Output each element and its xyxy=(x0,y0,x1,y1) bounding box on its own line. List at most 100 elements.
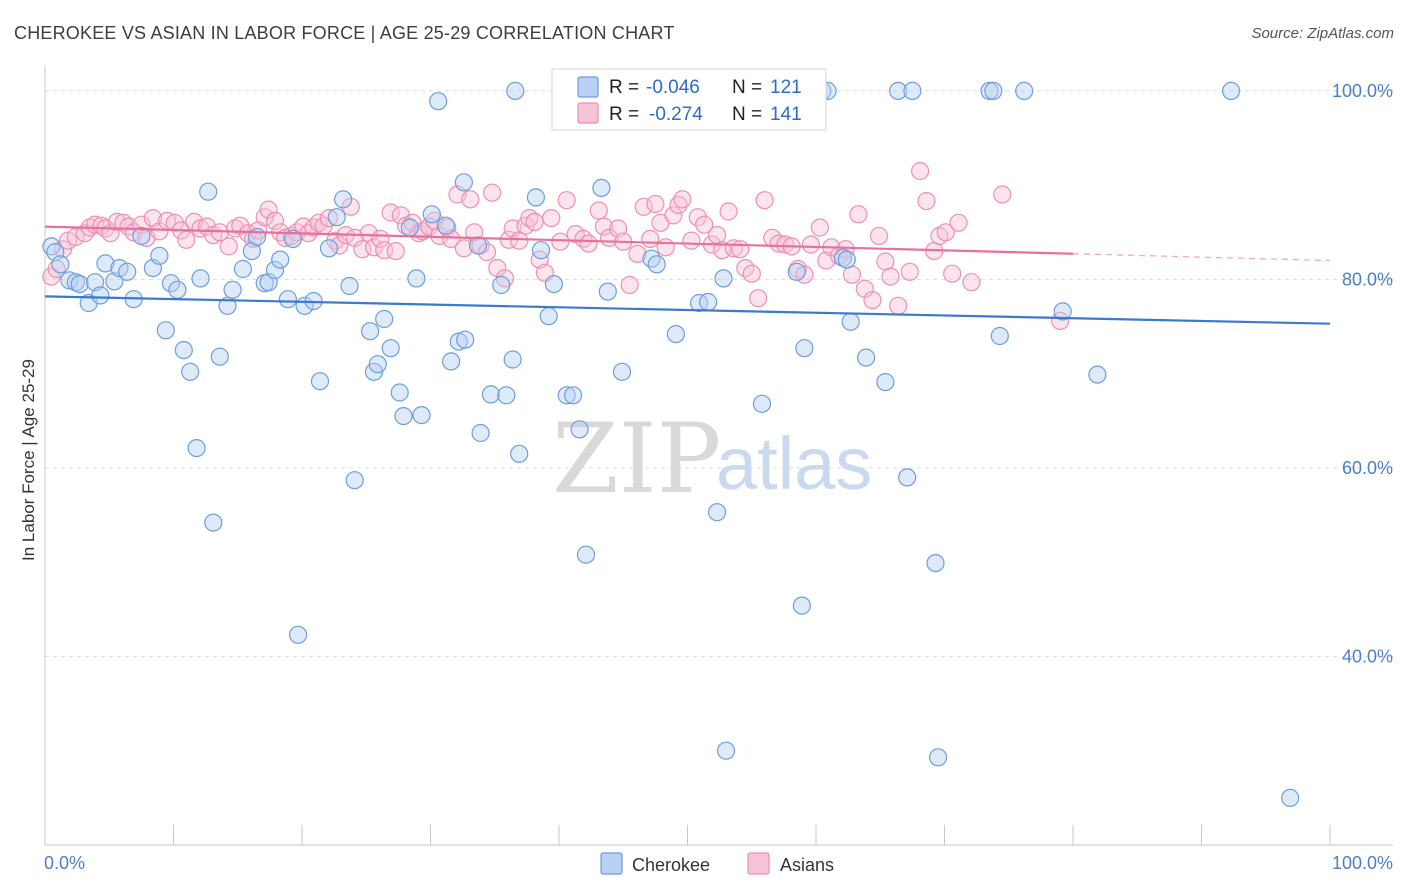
cherokee-point-106 xyxy=(876,373,895,392)
asians-point-22 xyxy=(177,230,196,249)
watermark-zip: ZIP xyxy=(552,403,721,515)
cherokee-point-74 xyxy=(539,307,558,326)
asians-point-92 xyxy=(589,201,608,220)
cherokee-point-46 xyxy=(345,471,364,490)
asians-point-135 xyxy=(863,291,882,310)
cherokee-point-25 xyxy=(204,513,223,532)
asians-point-111 xyxy=(707,226,727,245)
cherokee-point-61 xyxy=(449,332,468,351)
cherokee-point-41 xyxy=(310,372,330,391)
asians-point-146 xyxy=(943,264,962,283)
chart-title: CHEROKEE VS ASIAN IN LABOR FORCE | AGE 2… xyxy=(14,23,675,43)
x-tick-label-max: 100.0% xyxy=(1332,853,1393,873)
cherokee-point-69 xyxy=(503,350,522,369)
cherokee-point-17 xyxy=(156,321,175,340)
y-tick-label-40: 40.0% xyxy=(1342,646,1393,666)
asians-point-52 xyxy=(353,240,372,259)
cherokee-point-84 xyxy=(647,255,666,274)
asians-point-106 xyxy=(673,190,692,209)
cherokee-point-22 xyxy=(187,439,206,458)
cherokee-trend-line xyxy=(44,295,1331,325)
watermark-atlas: atlas xyxy=(716,422,872,505)
cherokee-point-79 xyxy=(576,545,596,564)
asians-point-76 xyxy=(488,259,507,278)
legend-swatch-cherokee xyxy=(577,76,599,98)
asians-point-58 xyxy=(386,242,405,261)
cherokee-point-45 xyxy=(340,276,359,296)
cherokee-point-80 xyxy=(592,178,611,197)
cherokee-point-89 xyxy=(714,269,733,288)
asians-trend-line xyxy=(44,225,1074,255)
cherokee-point-47 xyxy=(361,322,380,341)
cherokee-point-110 xyxy=(926,553,945,573)
cherokee-points xyxy=(42,81,1300,808)
asians-point-98 xyxy=(628,244,647,263)
cherokee-point-82 xyxy=(612,362,632,381)
cherokee-point-36 xyxy=(278,290,297,309)
asians-point-30 xyxy=(231,216,250,235)
cherokee-point-115 xyxy=(1015,81,1034,101)
legend-r-label-2: R = xyxy=(609,104,639,125)
cherokee-point-118 xyxy=(1221,81,1241,101)
cherokee-point-23 xyxy=(191,269,210,288)
cherokee-point-87 xyxy=(698,292,718,312)
cherokee-point-54 xyxy=(400,218,419,237)
asians-point-80 xyxy=(510,231,529,250)
asians-point-108 xyxy=(688,208,707,227)
x-tick-labels: 0.0% 100.0% xyxy=(44,853,1393,873)
cherokee-point-77 xyxy=(563,386,583,405)
asians-point-139 xyxy=(889,296,908,315)
asians-point-149 xyxy=(993,185,1012,204)
legend-r-value-1: -0.046 xyxy=(646,77,700,98)
asians-point-140 xyxy=(900,262,919,281)
asians-point-126 xyxy=(801,235,821,254)
asians-point-137 xyxy=(876,252,895,271)
y-tick-label-100: 100.0% xyxy=(1332,81,1393,101)
bottom-legend-label-cherokee: Cherokee xyxy=(632,855,710,875)
asians-point-91 xyxy=(579,234,598,253)
cherokee-point-60 xyxy=(442,352,461,371)
asians-point-104 xyxy=(664,206,683,225)
cherokee-point-88 xyxy=(707,503,727,522)
cherokee-point-28 xyxy=(223,280,242,299)
cherokee-point-26 xyxy=(210,347,229,366)
asians-point-20 xyxy=(165,213,184,232)
cherokee-point-72 xyxy=(526,188,546,207)
asians-point-118 xyxy=(749,289,768,308)
cherokee-point-90 xyxy=(716,741,736,760)
cherokee-point-68 xyxy=(497,386,516,405)
cherokee-point-111 xyxy=(928,748,948,767)
cherokee-point-62 xyxy=(456,330,475,349)
cherokee-point-108 xyxy=(898,468,917,487)
asians-point-138 xyxy=(881,267,900,286)
asians-point-142 xyxy=(917,192,936,211)
asians-trend-extension xyxy=(1072,253,1331,262)
cherokee-point-73 xyxy=(531,241,551,260)
cherokee-point-65 xyxy=(471,423,490,443)
legend-r-label-1: R = xyxy=(609,77,639,98)
cherokee-point-20 xyxy=(174,341,193,360)
asians-point-100 xyxy=(641,229,660,248)
y-tick-label-60: 60.0% xyxy=(1342,458,1393,478)
cherokee-point-5 xyxy=(70,275,89,294)
cherokee-point-51 xyxy=(381,339,400,358)
cherokee-point-53 xyxy=(394,407,413,426)
cherokee-point-3 xyxy=(60,271,79,290)
cherokee-point-63 xyxy=(454,173,473,192)
legend-swatch-asians xyxy=(577,102,599,124)
cherokee-point-113 xyxy=(984,81,1003,101)
asians-point-93 xyxy=(594,217,614,236)
asians-point-36 xyxy=(265,211,285,230)
asians-point-44 xyxy=(309,213,328,232)
bottom-legend-swatch-cherokee xyxy=(600,852,623,875)
watermark: ZIP atlas xyxy=(552,403,872,515)
y-axis-label: In Labor Force | Age 25-29 xyxy=(19,359,38,561)
legend-r-value-2: -0.274 xyxy=(649,104,703,125)
asians-point-127 xyxy=(810,218,830,237)
cherokee-point-58 xyxy=(429,92,448,111)
cherokee-point-59 xyxy=(436,216,455,235)
cherokee-point-8 xyxy=(91,286,110,305)
asians-point-74 xyxy=(477,243,497,262)
asians-point-147 xyxy=(949,213,968,232)
cherokee-point-34 xyxy=(265,260,285,280)
